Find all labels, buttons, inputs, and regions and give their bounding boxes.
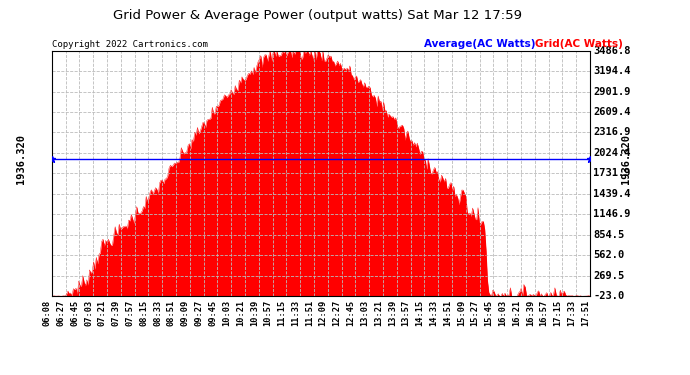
Text: 07:21: 07:21 bbox=[98, 300, 107, 326]
Text: 14:33: 14:33 bbox=[429, 300, 438, 326]
Text: 3486.8: 3486.8 bbox=[593, 46, 631, 56]
Text: 15:27: 15:27 bbox=[471, 300, 480, 326]
Text: 11:33: 11:33 bbox=[291, 300, 300, 326]
Text: 17:51: 17:51 bbox=[581, 300, 590, 326]
Text: 12:45: 12:45 bbox=[346, 300, 355, 326]
Text: 13:21: 13:21 bbox=[374, 300, 383, 326]
Text: 3194.4: 3194.4 bbox=[593, 66, 631, 76]
Text: 13:03: 13:03 bbox=[360, 300, 369, 326]
Text: 15:45: 15:45 bbox=[484, 300, 493, 326]
Text: 17:15: 17:15 bbox=[553, 300, 562, 326]
Text: 1439.4: 1439.4 bbox=[593, 189, 631, 199]
Text: 1731.9: 1731.9 bbox=[593, 168, 631, 178]
Text: 07:57: 07:57 bbox=[126, 300, 135, 326]
Text: Average(AC Watts): Average(AC Watts) bbox=[424, 39, 536, 49]
Text: Grid Power & Average Power (output watts) Sat Mar 12 17:59: Grid Power & Average Power (output watts… bbox=[113, 9, 522, 22]
Text: Copyright 2022 Cartronics.com: Copyright 2022 Cartronics.com bbox=[52, 40, 208, 49]
Text: 2901.9: 2901.9 bbox=[593, 87, 631, 96]
Text: 13:57: 13:57 bbox=[402, 300, 411, 326]
Text: 08:33: 08:33 bbox=[153, 300, 162, 326]
Text: 07:03: 07:03 bbox=[84, 300, 93, 326]
Text: 16:39: 16:39 bbox=[526, 300, 535, 326]
Text: 12:09: 12:09 bbox=[319, 300, 328, 326]
Text: 269.5: 269.5 bbox=[593, 271, 624, 281]
Text: 06:08: 06:08 bbox=[43, 300, 52, 326]
Text: 16:03: 16:03 bbox=[498, 300, 507, 326]
Text: 14:51: 14:51 bbox=[443, 300, 452, 326]
Text: 09:09: 09:09 bbox=[181, 300, 190, 326]
Text: 10:57: 10:57 bbox=[264, 300, 273, 326]
Text: 08:15: 08:15 bbox=[139, 300, 148, 326]
Text: -23.0: -23.0 bbox=[593, 291, 624, 301]
Text: 562.0: 562.0 bbox=[593, 250, 624, 260]
Text: 10:39: 10:39 bbox=[250, 300, 259, 326]
Text: 10:03: 10:03 bbox=[222, 300, 231, 326]
Text: 17:33: 17:33 bbox=[567, 300, 576, 326]
Text: 09:27: 09:27 bbox=[195, 300, 204, 326]
Text: 1936.320: 1936.320 bbox=[621, 134, 631, 184]
Text: 2609.4: 2609.4 bbox=[593, 107, 631, 117]
Text: 1936.320: 1936.320 bbox=[16, 134, 26, 184]
Text: Grid(AC Watts): Grid(AC Watts) bbox=[535, 39, 622, 49]
Text: 16:57: 16:57 bbox=[540, 300, 549, 326]
Text: 07:39: 07:39 bbox=[112, 300, 121, 326]
Text: 11:15: 11:15 bbox=[277, 300, 286, 326]
Text: 14:15: 14:15 bbox=[415, 300, 424, 326]
Text: 06:27: 06:27 bbox=[57, 300, 66, 326]
Text: 16:21: 16:21 bbox=[512, 300, 521, 326]
Text: 13:39: 13:39 bbox=[388, 300, 397, 326]
Text: 1146.9: 1146.9 bbox=[593, 209, 631, 219]
Text: 06:45: 06:45 bbox=[70, 300, 79, 326]
Text: 11:51: 11:51 bbox=[305, 300, 314, 326]
Text: 08:51: 08:51 bbox=[167, 300, 176, 326]
Text: 10:21: 10:21 bbox=[236, 300, 245, 326]
Text: 854.5: 854.5 bbox=[593, 230, 624, 240]
Text: 09:45: 09:45 bbox=[208, 300, 217, 326]
Text: 12:27: 12:27 bbox=[333, 300, 342, 326]
Text: 2024.4: 2024.4 bbox=[593, 148, 631, 158]
Text: 2316.9: 2316.9 bbox=[593, 128, 631, 138]
Text: 15:09: 15:09 bbox=[457, 300, 466, 326]
